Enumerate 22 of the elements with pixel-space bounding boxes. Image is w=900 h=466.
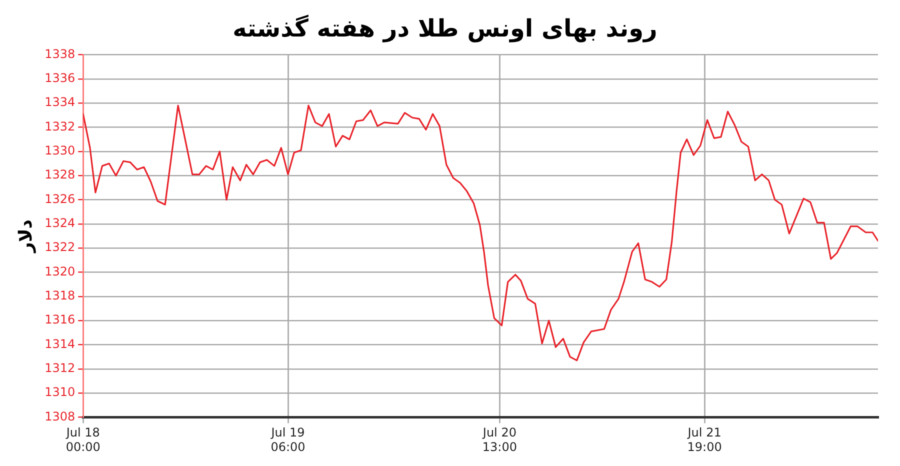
y-tick-label: 1310 bbox=[44, 385, 76, 400]
y-tick-label: 1314 bbox=[44, 336, 76, 351]
chart-title: روند بهای اونس طلا در هفته گذشته bbox=[232, 14, 658, 43]
y-tick-label: 1336 bbox=[44, 71, 76, 86]
x-tick-label: Jul 18 00:00 bbox=[65, 426, 100, 454]
x-tick-label: Jul 19 06:00 bbox=[270, 426, 306, 454]
y-tick-label: 1312 bbox=[44, 361, 76, 376]
y-tick-label: 1324 bbox=[44, 216, 76, 230]
y-axis-title: دلار bbox=[15, 219, 36, 254]
y-tick-label: 1334 bbox=[44, 95, 76, 110]
x-tick-label: Jul 21 19:00 bbox=[686, 426, 722, 454]
y-tick-label: 1318 bbox=[44, 288, 76, 303]
y-tick-label: 1308 bbox=[44, 409, 76, 424]
y-tick-label: 1326 bbox=[44, 192, 76, 206]
y-tick-label: 1332 bbox=[44, 119, 76, 134]
x-tick-label: Jul 20 13:00 bbox=[482, 426, 517, 454]
y-tick-label: 1320 bbox=[44, 264, 76, 278]
y-tick-label: 1330 bbox=[44, 144, 76, 158]
y-tick-label: 1328 bbox=[44, 168, 76, 182]
y-tick-label: 1338 bbox=[44, 46, 76, 61]
y-tick-label: 1322 bbox=[44, 240, 76, 254]
y-tick-label: 1316 bbox=[44, 312, 76, 327]
